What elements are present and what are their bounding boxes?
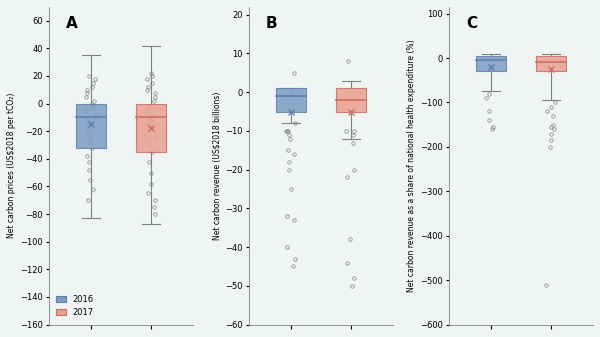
Text: C: C [466,17,477,31]
FancyBboxPatch shape [536,56,566,71]
Legend: 2016, 2017: 2016, 2017 [53,292,97,320]
FancyBboxPatch shape [136,103,166,152]
Y-axis label: Net carbon prices (US$2018 per tCO₂): Net carbon prices (US$2018 per tCO₂) [7,93,16,239]
Y-axis label: Net carbon revenue (US$2018 billions): Net carbon revenue (US$2018 billions) [212,92,221,240]
Text: A: A [66,17,77,31]
Text: B: B [266,17,278,31]
FancyBboxPatch shape [336,88,366,112]
FancyBboxPatch shape [275,88,306,112]
Y-axis label: Net carbon revenue as a share of national health expenditure (%): Net carbon revenue as a share of nationa… [407,39,416,292]
FancyBboxPatch shape [76,103,106,148]
FancyBboxPatch shape [476,56,506,71]
